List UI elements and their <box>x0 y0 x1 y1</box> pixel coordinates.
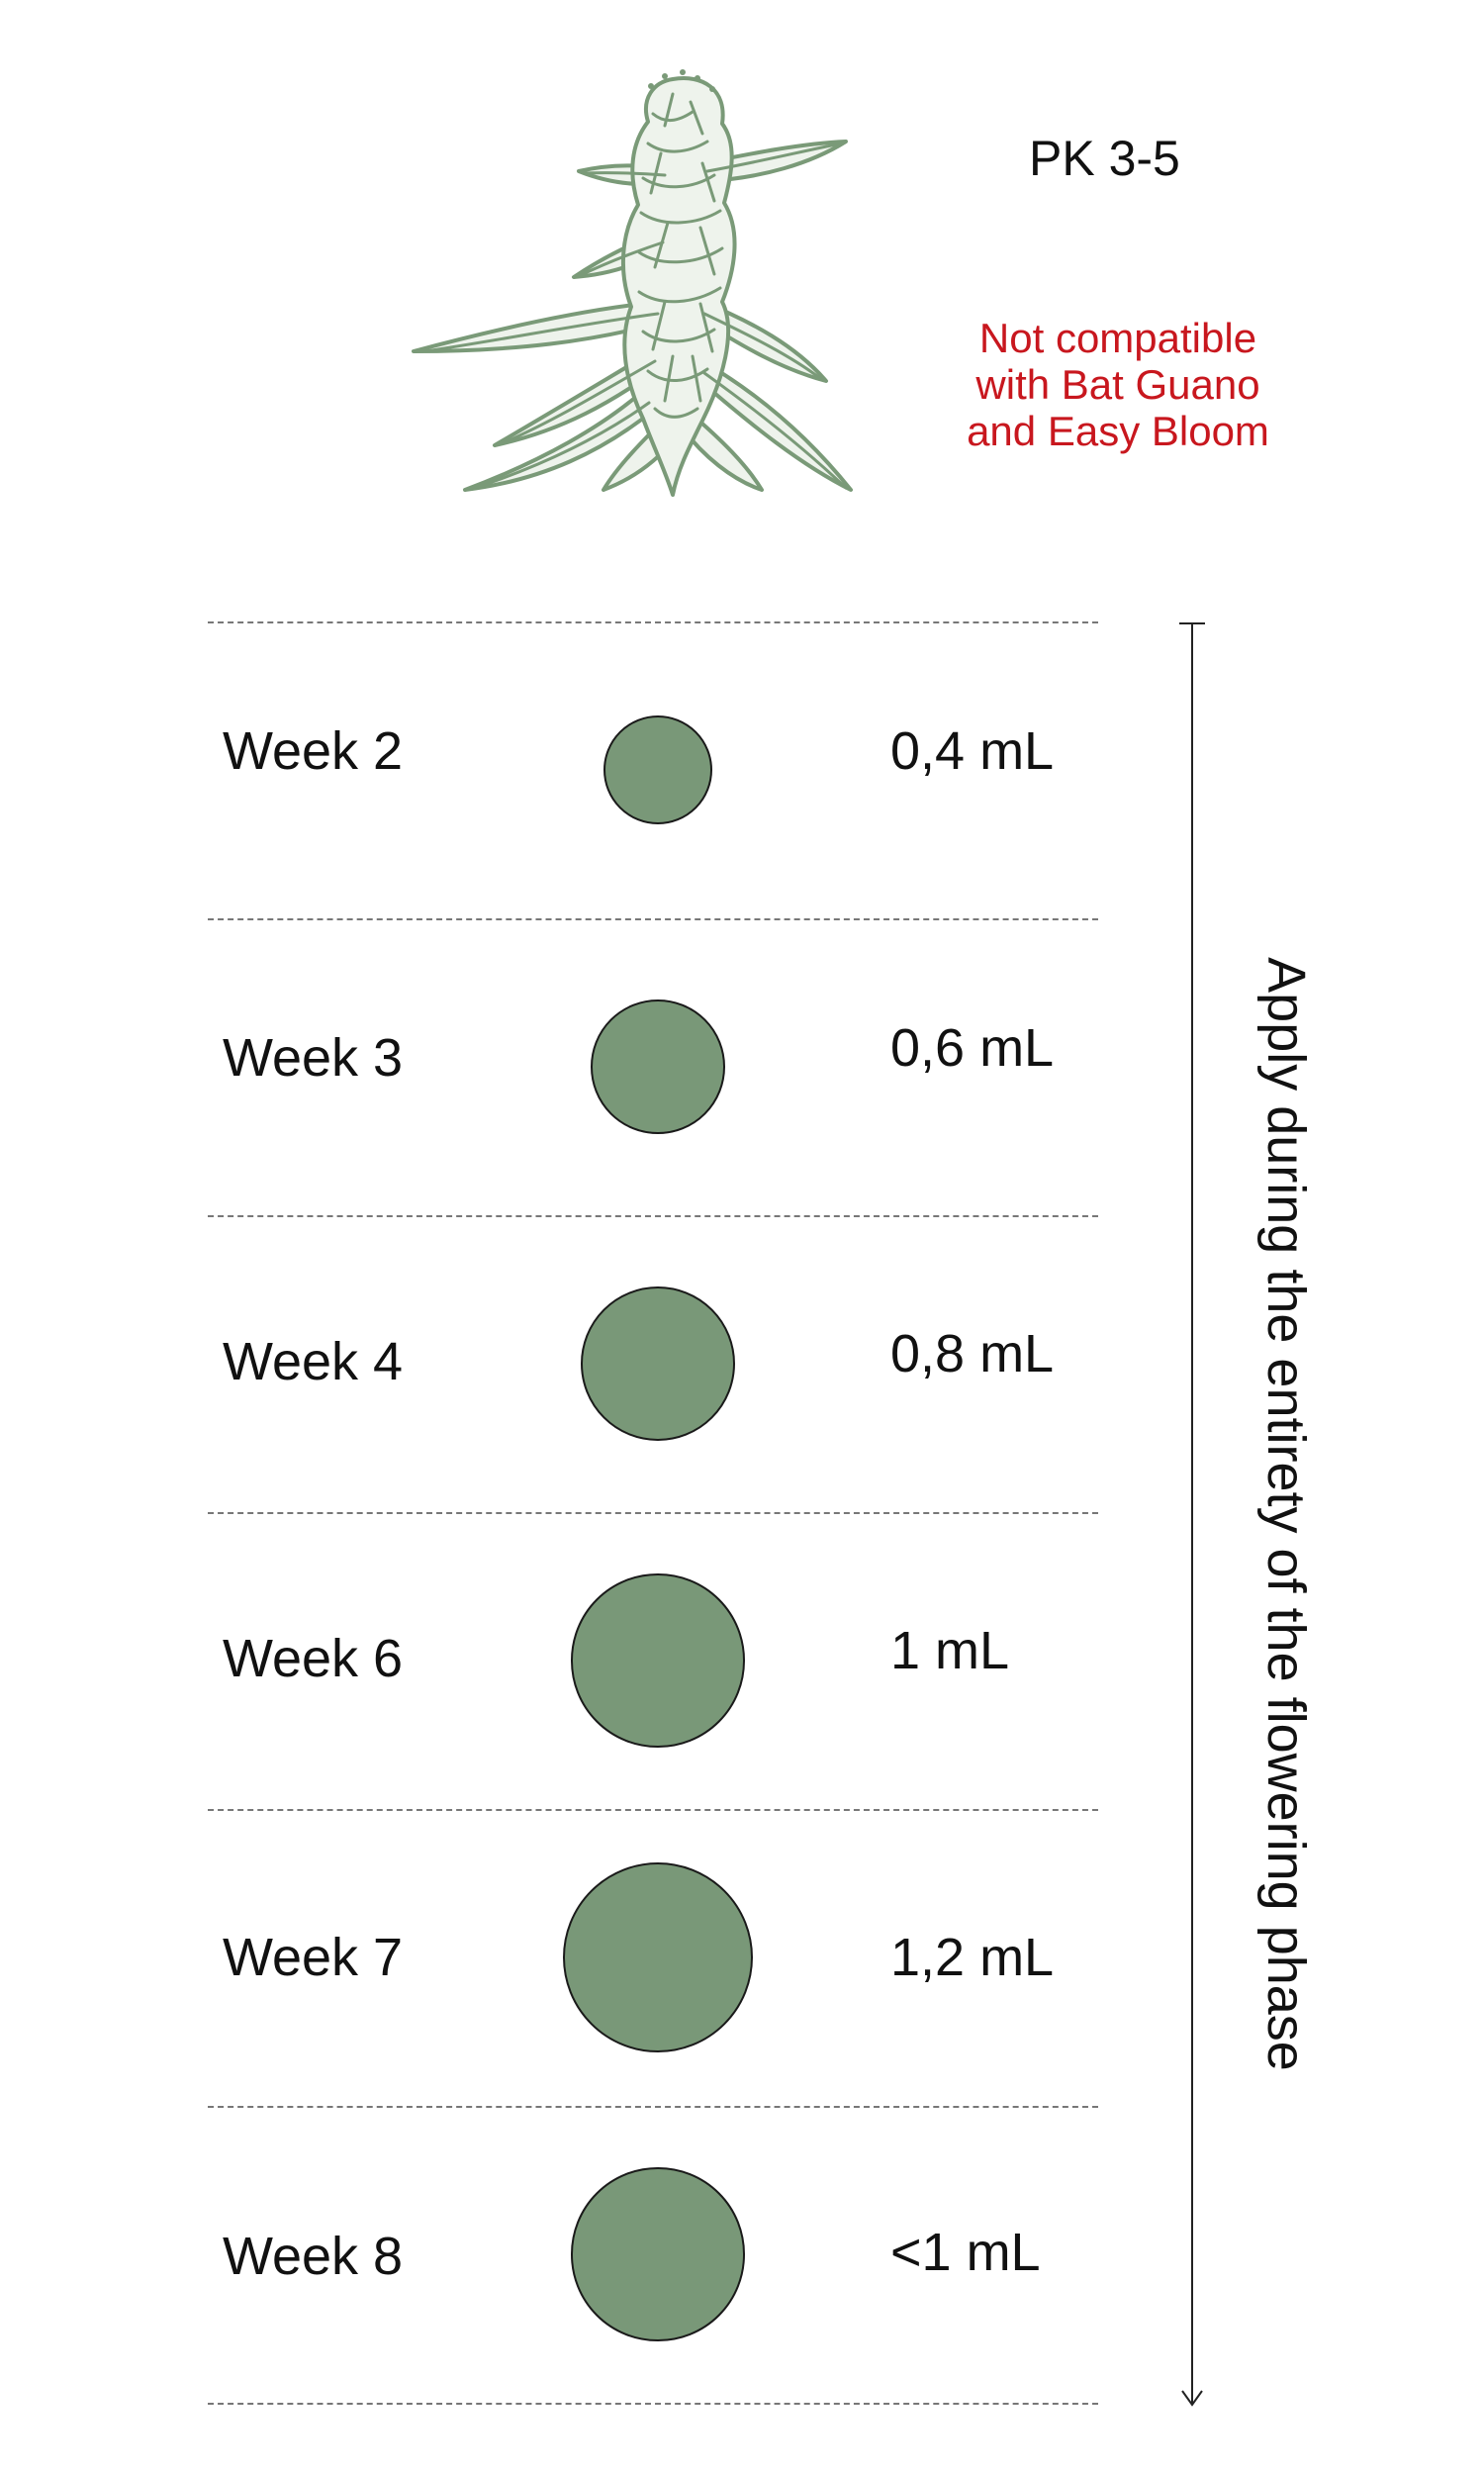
dose-value: <1 mL <box>890 2223 1041 2282</box>
compatibility-warning: Not compatible with Bat Guano and Easy Blo… <box>930 315 1306 454</box>
week-label: Week 2 <box>223 721 404 781</box>
dose-value: 0,8 mL <box>890 1324 1055 1383</box>
dose-value: 0,6 mL <box>890 1018 1055 1078</box>
schedule-row: Week 7 1,2 mL <box>208 1809 1098 2106</box>
warning-line: with Bat Guano <box>975 361 1260 408</box>
week-label: Week 8 <box>223 2227 404 2286</box>
dose-circle <box>591 999 725 1134</box>
cannabis-bud-icon <box>412 69 853 497</box>
product-name: PK 3-5 <box>1029 131 1180 186</box>
schedule-row: Week 3 0,6 mL <box>208 918 1098 1215</box>
dose-circle <box>571 2167 745 2341</box>
schedule-row: Week 2 0,4 mL <box>208 621 1098 918</box>
dose-circle <box>571 1573 745 1748</box>
timeline-label: Apply during the entirety of the floweri… <box>1256 957 1316 2071</box>
row-divider <box>208 2106 1098 2108</box>
row-divider <box>208 621 1098 623</box>
dose-value: 1 mL <box>890 1621 1010 1680</box>
schedule-row: Week 4 0,8 mL <box>208 1215 1098 1512</box>
row-divider <box>208 1215 1098 1217</box>
row-divider <box>208 2403 1098 2405</box>
dose-circle <box>580 1285 736 1442</box>
week-label: Week 6 <box>223 1629 404 1688</box>
row-divider <box>208 918 1098 920</box>
warning-line: and Easy Bloom <box>967 408 1269 454</box>
dose-circle <box>563 1862 753 2052</box>
timeline-line <box>1191 623 1193 2405</box>
arrow-down-icon <box>1181 2390 1203 2407</box>
week-label: Week 7 <box>223 1928 404 1987</box>
dose-value: 1,2 mL <box>890 1928 1055 1987</box>
dose-value: 0,4 mL <box>890 721 1055 781</box>
row-divider <box>208 1809 1098 1811</box>
dose-circle <box>603 714 713 825</box>
week-label: Week 3 <box>223 1028 404 1088</box>
schedule-row: Week 6 1 mL <box>208 1512 1098 1809</box>
warning-line: Not compatible <box>978 315 1257 361</box>
row-divider <box>208 1512 1098 1514</box>
schedule-row: Week 8 <1 mL <box>208 2106 1098 2403</box>
week-label: Week 4 <box>223 1332 404 1391</box>
